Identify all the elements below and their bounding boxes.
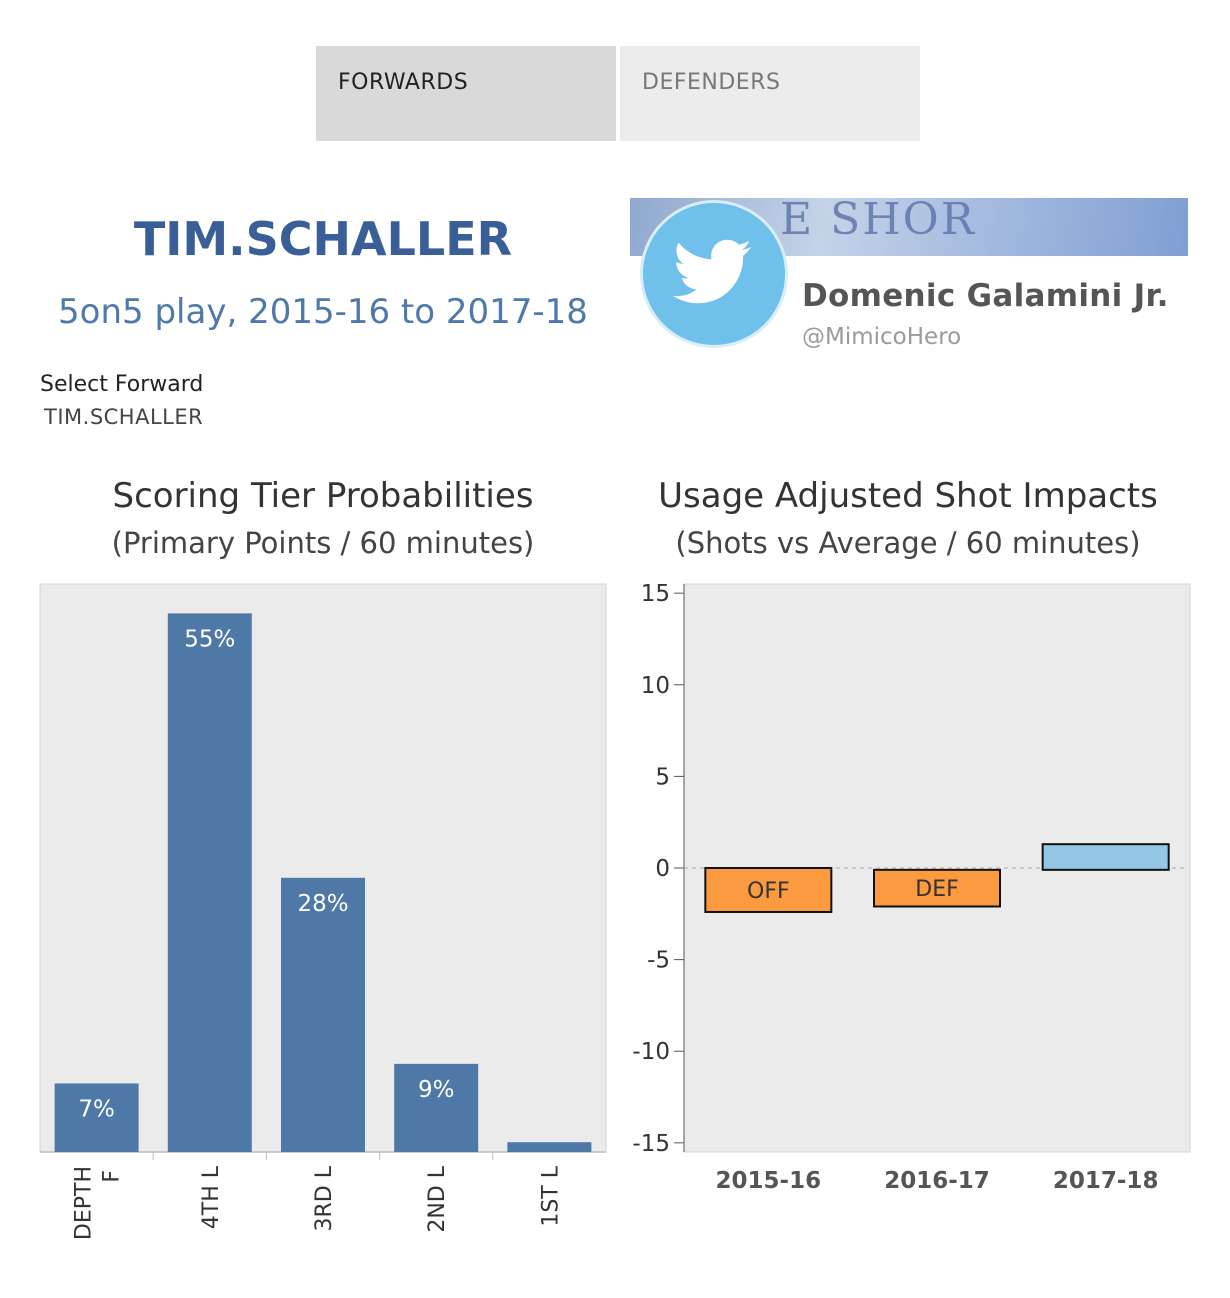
select-forward-label: Select Forward (40, 372, 204, 397)
plot-area (39, 583, 607, 1153)
scoring-chart-title: Scoring Tier Probabilities (112, 476, 534, 516)
plot-area (683, 583, 1191, 1153)
x-tick-label: 2ND L (425, 1165, 450, 1232)
bar-3rd-l (281, 877, 365, 1152)
tab-forwards[interactable]: FORWARDS (316, 46, 616, 141)
page-subtitle: 5on5 play, 2015-16 to 2017-18 (58, 292, 588, 332)
x-tick-label: DEPTH (72, 1166, 97, 1240)
x-tick-label-group: 3RD L (312, 1165, 337, 1231)
bar-2nd-l (394, 1063, 479, 1152)
y-tick-label: -5 (647, 948, 670, 974)
twitter-card[interactable]: E SHOR Domenic Galamini Jr. @MimicoHero (630, 198, 1188, 350)
x-tick-label: 2015-16 (716, 1168, 822, 1194)
x-tick-label: 3RD L (312, 1165, 337, 1231)
x-tick-label: F (100, 1170, 125, 1183)
x-tick-label-group: 1ST L (538, 1165, 563, 1226)
shot-chart-subtitle: (Shots vs Average / 60 minutes) (675, 526, 1141, 560)
banner-text: E SHOR (780, 198, 976, 245)
impact-bar-2015-16 (704, 867, 833, 913)
twitter-bird-icon (640, 200, 788, 348)
bar-value-label: 9% (418, 1077, 455, 1103)
tab-defenders[interactable]: DEFENDERS (620, 46, 920, 141)
bar-value-label: 28% (297, 891, 348, 917)
x-tick-label-group: DEPTH F (72, 1166, 125, 1240)
shot-chart-title: Usage Adjusted Shot Impacts (658, 476, 1158, 516)
bar-1st-l (507, 1142, 592, 1152)
scoring-chart-subtitle: (Primary Points / 60 minutes) (111, 526, 535, 560)
bar-value-label: 1% (531, 1155, 568, 1181)
x-tick-label-group: 4TH L (199, 1165, 224, 1229)
y-tick-label: 5 (655, 764, 670, 790)
twitter-handle[interactable]: @MimicoHero (802, 324, 962, 350)
x-tick-label-group: 2ND L (425, 1165, 450, 1232)
x-tick-label: 1ST L (538, 1165, 563, 1226)
bar-value-label: 55% (184, 626, 235, 652)
impact-bar-2016-17 (873, 868, 1001, 908)
player-title: TIM.SCHALLER (133, 212, 513, 266)
impact-bar-label: OFF (747, 879, 790, 904)
y-tick-label: 0 (655, 856, 670, 882)
x-tick-label: 2016-17 (884, 1168, 990, 1194)
x-tick-label: 2017-18 (1053, 1168, 1159, 1194)
twitter-name: Domenic Galamini Jr. (802, 278, 1169, 314)
impact-bar-label: DEF (915, 877, 959, 902)
x-tick-label: 4TH L (199, 1165, 224, 1229)
select-forward-dropdown[interactable]: TIM.SCHALLER (44, 405, 204, 429)
y-tick-label: 10 (641, 673, 670, 699)
y-tick-label: -15 (632, 1131, 670, 1157)
y-tick-label: 15 (641, 581, 670, 607)
bar-4th-l (167, 613, 252, 1152)
impact-bar-2017-18 (1041, 843, 1170, 871)
bar-depth-f (54, 1083, 139, 1152)
y-tick-label: -10 (632, 1039, 670, 1065)
bar-value-label: 7% (78, 1096, 115, 1122)
